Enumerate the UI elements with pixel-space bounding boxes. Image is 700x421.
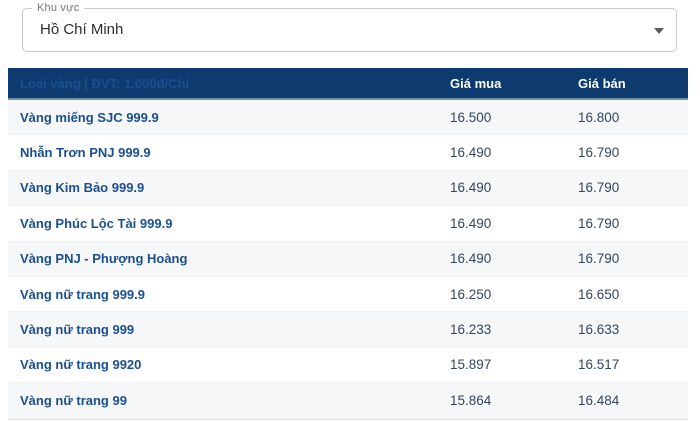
buy-price: 16.233 bbox=[450, 322, 492, 338]
region-select-label: Khu vực bbox=[32, 1, 85, 15]
sell-price: 16.790 bbox=[578, 251, 620, 267]
table-header-row: Loại vàng | ĐVT: 1.000đ/Chỉ Giá mua Giá … bbox=[8, 68, 688, 100]
sell-price: 16.517 bbox=[578, 357, 620, 373]
table-row: Vàng Phúc Lộc Tài 999.9 16.490 16.790 bbox=[8, 206, 688, 242]
buy-price: 16.250 bbox=[450, 286, 492, 302]
sell-price: 16.790 bbox=[578, 180, 620, 196]
gold-table-body: Vàng miếng SJC 999.9 16.500 16.800 Nhẫn … bbox=[8, 100, 688, 419]
gold-type: Nhẫn Trơn PNJ 999.9 bbox=[20, 145, 151, 161]
table-row: Nhẫn Trơn PNJ 999.9 16.490 16.790 bbox=[8, 135, 688, 171]
gold-type: Vàng PNJ - Phượng Hoàng bbox=[20, 251, 188, 267]
table-row: Vàng Kim Bảo 999.9 16.490 16.790 bbox=[8, 170, 688, 207]
sell-price: 16.484 bbox=[578, 393, 620, 409]
chevron-down-icon bbox=[654, 28, 664, 34]
sell-price: 16.790 bbox=[578, 215, 620, 231]
buy-price: 15.897 bbox=[450, 357, 492, 373]
buy-price: 16.490 bbox=[450, 251, 492, 267]
gold-type: Vàng nữ trang 99 bbox=[20, 393, 127, 409]
table-row: Vàng nữ trang 999 16.233 16.633 bbox=[8, 312, 688, 348]
buy-price: 15.864 bbox=[450, 393, 492, 409]
buy-price: 16.490 bbox=[450, 145, 492, 161]
sell-price: 16.790 bbox=[578, 145, 620, 161]
sell-price: 16.633 bbox=[578, 322, 620, 338]
gold-type: Vàng Kim Bảo 999.9 bbox=[20, 180, 145, 196]
sell-price: 16.800 bbox=[578, 109, 620, 125]
gold-type: Vàng miếng SJC 999.9 bbox=[20, 109, 159, 125]
gold-price-table: Loại vàng | ĐVT: 1.000đ/Chỉ Giá mua Giá … bbox=[8, 68, 688, 420]
gold-type: Vàng Phúc Lộc Tài 999.9 bbox=[20, 215, 173, 231]
table-row: Vàng nữ trang 99 15.864 16.484 bbox=[8, 383, 688, 419]
column-header-sell-price: Giá bán bbox=[578, 75, 626, 91]
region-select-value: Hồ Chí Minh bbox=[40, 21, 124, 38]
gold-type: Vàng nữ trang 999.9 bbox=[20, 286, 146, 302]
table-row: Vàng nữ trang 9920 15.897 16.517 bbox=[8, 347, 688, 384]
sell-price: 16.650 bbox=[578, 286, 620, 302]
table-row: Vàng PNJ - Phượng Hoàng 16.490 16.790 bbox=[8, 241, 688, 277]
column-header-buy-price: Giá mua bbox=[450, 75, 502, 91]
gold-type: Vàng nữ trang 9920 bbox=[20, 357, 142, 373]
table-row: Vàng nữ trang 999.9 16.250 16.650 bbox=[8, 276, 688, 313]
table-row: Vàng miếng SJC 999.9 16.500 16.800 bbox=[8, 100, 688, 136]
buy-price: 16.490 bbox=[450, 215, 492, 231]
buy-price: 16.500 bbox=[450, 109, 492, 125]
buy-price: 16.490 bbox=[450, 180, 492, 196]
gold-type: Vàng nữ trang 999 bbox=[20, 322, 135, 338]
region-select[interactable]: Khu vực Hồ Chí Minh bbox=[22, 1, 677, 52]
column-header-gold-type: Loại vàng | ĐVT: 1.000đ/Chỉ bbox=[20, 75, 190, 91]
